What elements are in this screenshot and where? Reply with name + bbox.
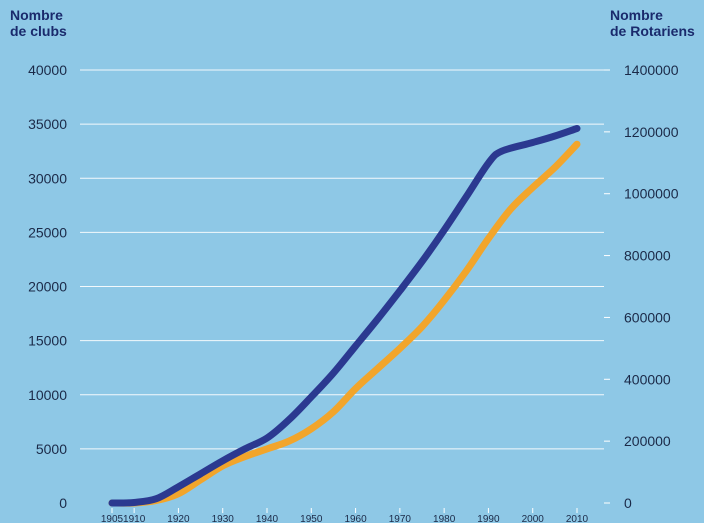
right-tick-label: 400000 bbox=[624, 371, 671, 387]
x-axis-ticks: 1905 1910 1920 1930 1940 1950 1960 1970 1980 1990… bbox=[101, 508, 589, 523]
left-tick-label: 35000 bbox=[28, 116, 67, 132]
x-tick-label: 1980 bbox=[433, 514, 456, 523]
x-tick-label: 1960 bbox=[344, 514, 367, 523]
left-tick-label: 25000 bbox=[28, 224, 67, 240]
x-tick-label: 1970 bbox=[389, 514, 412, 523]
left-axis-ticks: 0 5000 10000 15000 20000 25000 30000 35000 40000 bbox=[28, 62, 67, 511]
x-tick-label: 1930 bbox=[212, 514, 235, 523]
right-axis-ticks: 0 200000 400000 600000 800000 1000000 1200000 1… bbox=[604, 62, 679, 511]
left-tick-label: 40000 bbox=[28, 62, 67, 78]
left-tick-label: 10000 bbox=[28, 387, 67, 403]
gridlines bbox=[80, 69, 604, 450]
right-axis-title-line-1: Nombre bbox=[610, 7, 663, 23]
right-tick-label: 1000000 bbox=[624, 186, 679, 202]
x-tick-label: 2000 bbox=[522, 514, 545, 523]
right-tick-label: 800000 bbox=[624, 248, 671, 264]
right-tick-label: 1400000 bbox=[624, 62, 679, 78]
right-tick-label: 600000 bbox=[624, 309, 671, 325]
x-tick-label: 1910 bbox=[123, 514, 146, 523]
left-axis-title-line-1: Nombre bbox=[10, 7, 63, 23]
left-tick-label: 5000 bbox=[36, 441, 67, 457]
right-tick-label: 1200000 bbox=[624, 124, 679, 140]
x-tick-label: 1940 bbox=[256, 514, 279, 523]
right-axis-title-line-2: de Rotariens bbox=[610, 23, 695, 39]
x-tick-label: 1920 bbox=[167, 514, 190, 523]
x-tick-label: 1950 bbox=[300, 514, 323, 523]
series bbox=[108, 125, 581, 507]
series-line-clubs bbox=[108, 125, 581, 507]
left-tick-label: 20000 bbox=[28, 279, 67, 295]
left-tick-label: 30000 bbox=[28, 170, 67, 186]
x-tick-label: 2010 bbox=[566, 514, 589, 523]
right-tick-label: 200000 bbox=[624, 433, 671, 449]
left-tick-label: 0 bbox=[59, 495, 67, 511]
left-tick-label: 15000 bbox=[28, 333, 67, 349]
series-line-rotarians bbox=[108, 140, 581, 507]
x-tick-label: 1905 bbox=[101, 514, 124, 523]
left-axis-title-line-2: de clubs bbox=[10, 23, 67, 39]
x-tick-label: 1990 bbox=[477, 514, 500, 523]
right-tick-label: 0 bbox=[624, 495, 632, 511]
